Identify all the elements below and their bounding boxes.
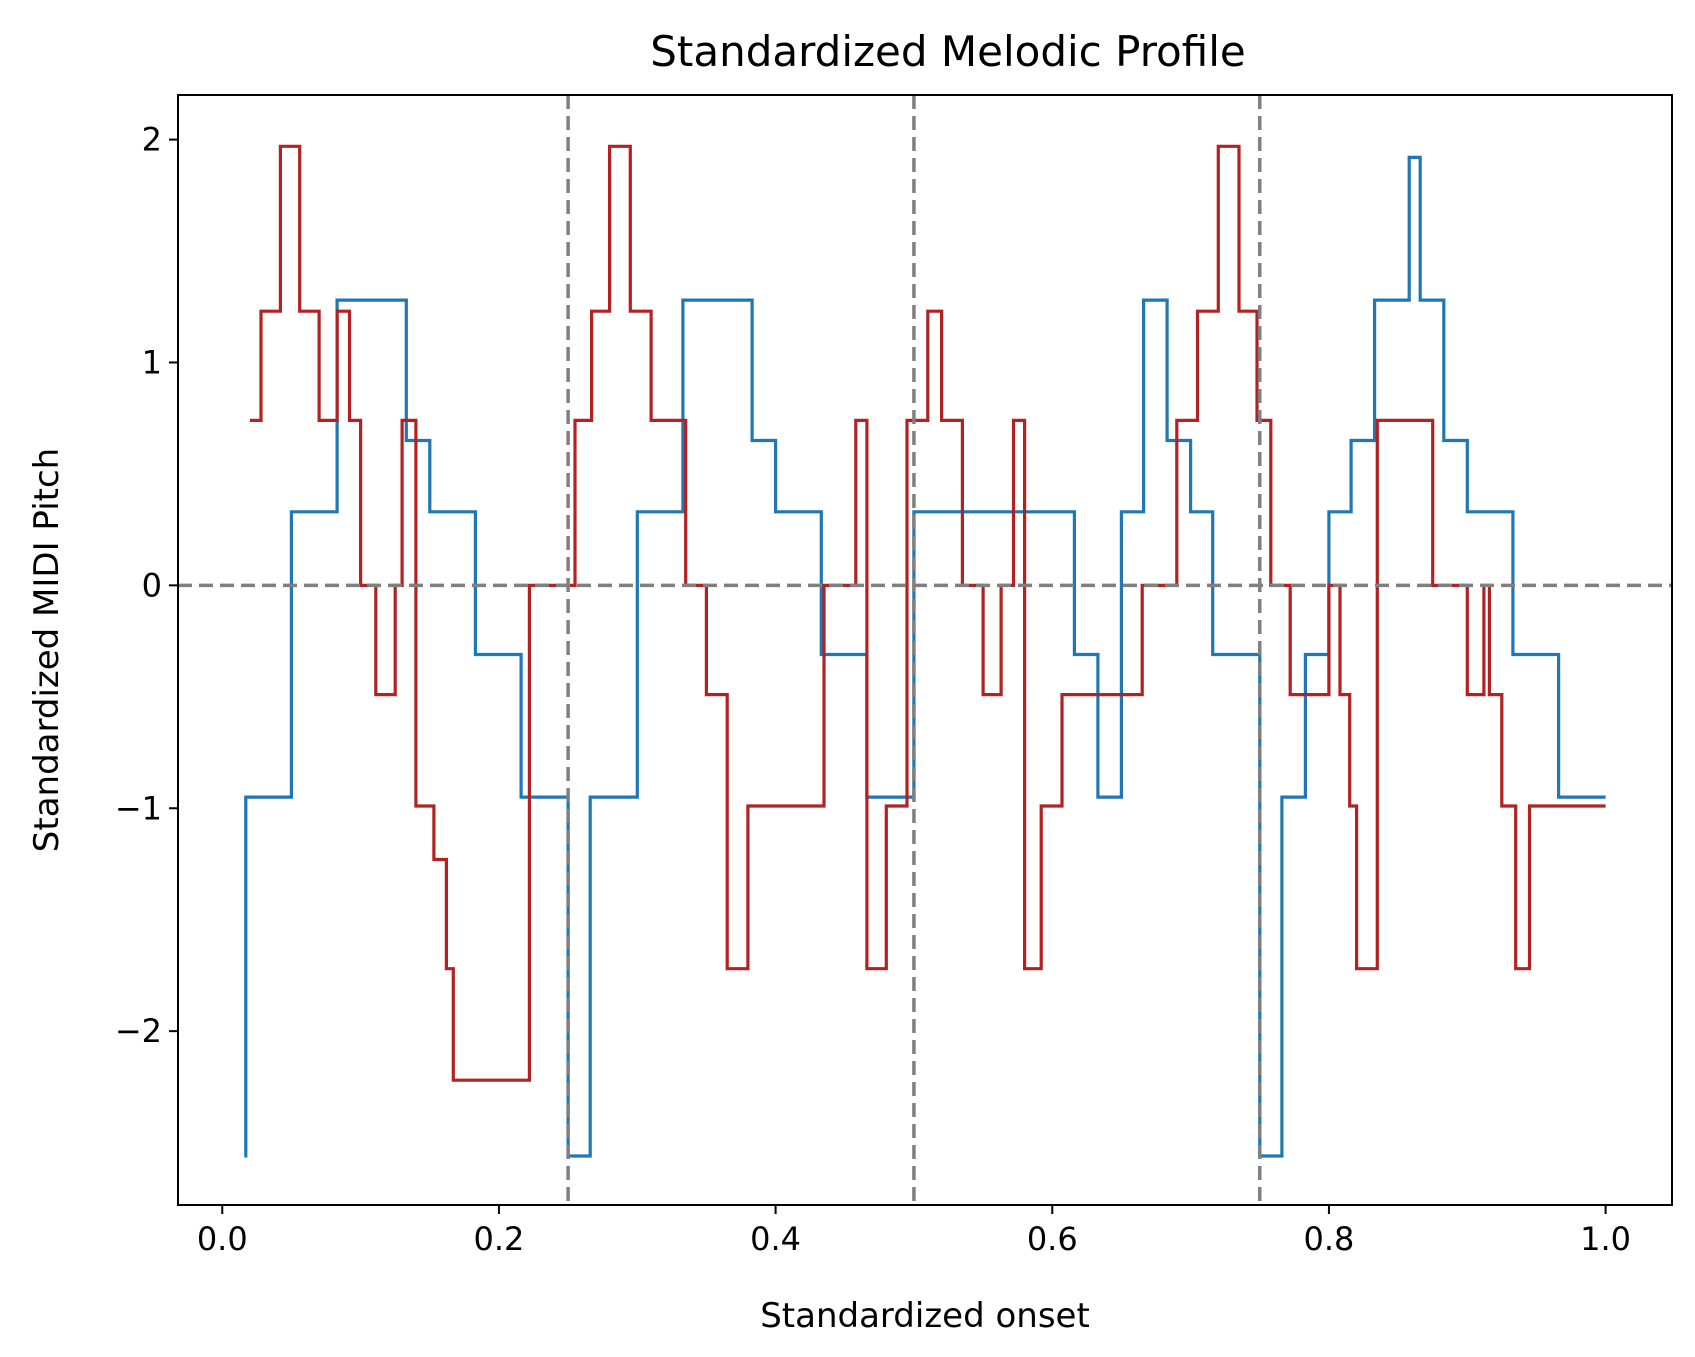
- x-tick-label: 0.2: [473, 1220, 524, 1258]
- x-tick-label: 0.4: [750, 1220, 801, 1258]
- y-axis-ticks: −2 −1 0 1 2: [115, 121, 178, 1050]
- y-axis-label: Standardized MIDI Pitch: [27, 448, 67, 852]
- series-layer: [244, 144, 1606, 1158]
- chart-title: Standardized Melodic Profile: [650, 27, 1245, 76]
- y-tick-label: 2: [142, 121, 162, 159]
- series-line-2: [249, 144, 1606, 1082]
- plot-frame: [177, 94, 1673, 1206]
- y-tick-label: 1: [142, 343, 162, 381]
- series-line-1: [244, 155, 1606, 1158]
- y-tick-label: −2: [115, 1012, 162, 1050]
- x-axis-label: Standardized onset: [760, 1296, 1090, 1336]
- reference-lines: [178, 95, 1672, 1205]
- x-tick-label: 0.0: [197, 1220, 248, 1258]
- y-tick-label: −1: [115, 789, 162, 827]
- x-tick-label: 0.6: [1027, 1220, 1078, 1258]
- y-tick-label: 0: [142, 566, 162, 604]
- x-tick-label: 1.0: [1580, 1220, 1631, 1258]
- x-axis-ticks: 0.0 0.2 0.4 0.6 0.8 1.0: [197, 1205, 1631, 1258]
- x-tick-label: 0.8: [1303, 1220, 1354, 1258]
